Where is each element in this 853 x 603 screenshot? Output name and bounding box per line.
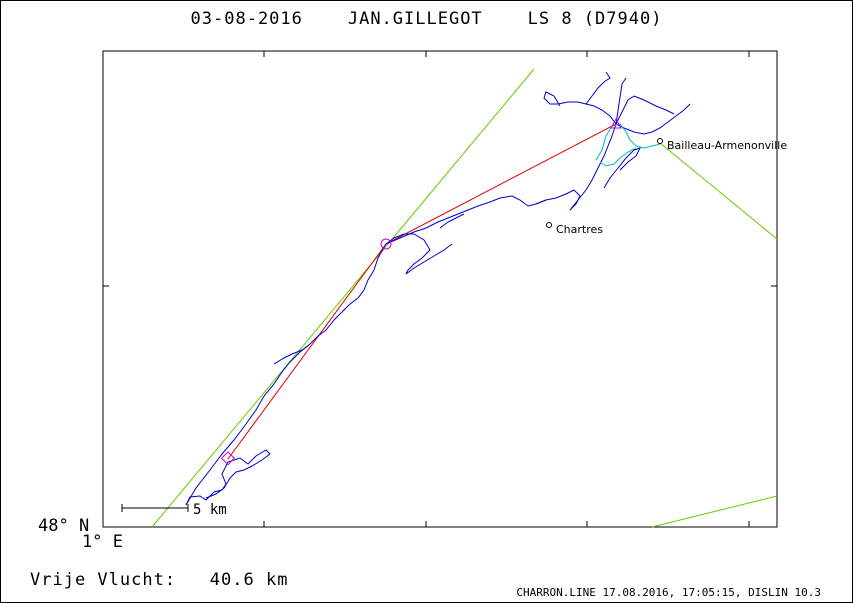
- start-sector-line: [151, 68, 535, 528]
- task-line: [227, 123, 617, 460]
- turnpoint-circle-marker: [380, 238, 392, 250]
- pilot-name: JAN.GILLEGOT: [347, 9, 483, 29]
- place-chartres: Chartres: [546, 222, 603, 236]
- cyan-track-segment-2: [599, 147, 637, 167]
- finish-sector-line: [659, 142, 778, 240]
- distance-value: 40.6 km: [209, 570, 289, 590]
- map-border: [102, 50, 778, 528]
- glider-type: LS 8 (D7940): [527, 9, 663, 29]
- axis-ticks: [103, 51, 777, 527]
- latitude-label: 48° N: [38, 516, 90, 536]
- longitude-label: 1° E: [82, 532, 123, 552]
- place-bailleau: Bailleau-Armenonville: [657, 138, 787, 152]
- sector-lines: [151, 68, 778, 528]
- place-label: Chartres: [556, 223, 603, 236]
- place-marker-icon: [546, 222, 552, 228]
- turnpoint-triangle-marker: [610, 117, 622, 129]
- distance-label: Vrije Vlucht:: [30, 570, 177, 590]
- start-diamond-marker: [220, 451, 236, 466]
- scale-bar-label: 5 km: [193, 502, 227, 518]
- sector-line-bottom: [651, 495, 778, 528]
- scale-bar: 5 km: [121, 502, 227, 518]
- flight-track: [185, 71, 691, 506]
- cyan-track-segment: [595, 123, 661, 161]
- plot-title: 03-08-2016 JAN.GILLEGOT LS 8 (D7940): [0, 9, 853, 29]
- free-flight-distance: Vrije Vlucht: 40.6 km: [30, 570, 288, 590]
- footer-info: CHARRON.LINE 17.08.2016, 17:05:15, DISLI…: [516, 586, 821, 599]
- place-marker-icon: [657, 138, 663, 144]
- flight-date: 03-08-2016: [190, 9, 303, 29]
- place-label: Bailleau-Armenonville: [667, 139, 787, 152]
